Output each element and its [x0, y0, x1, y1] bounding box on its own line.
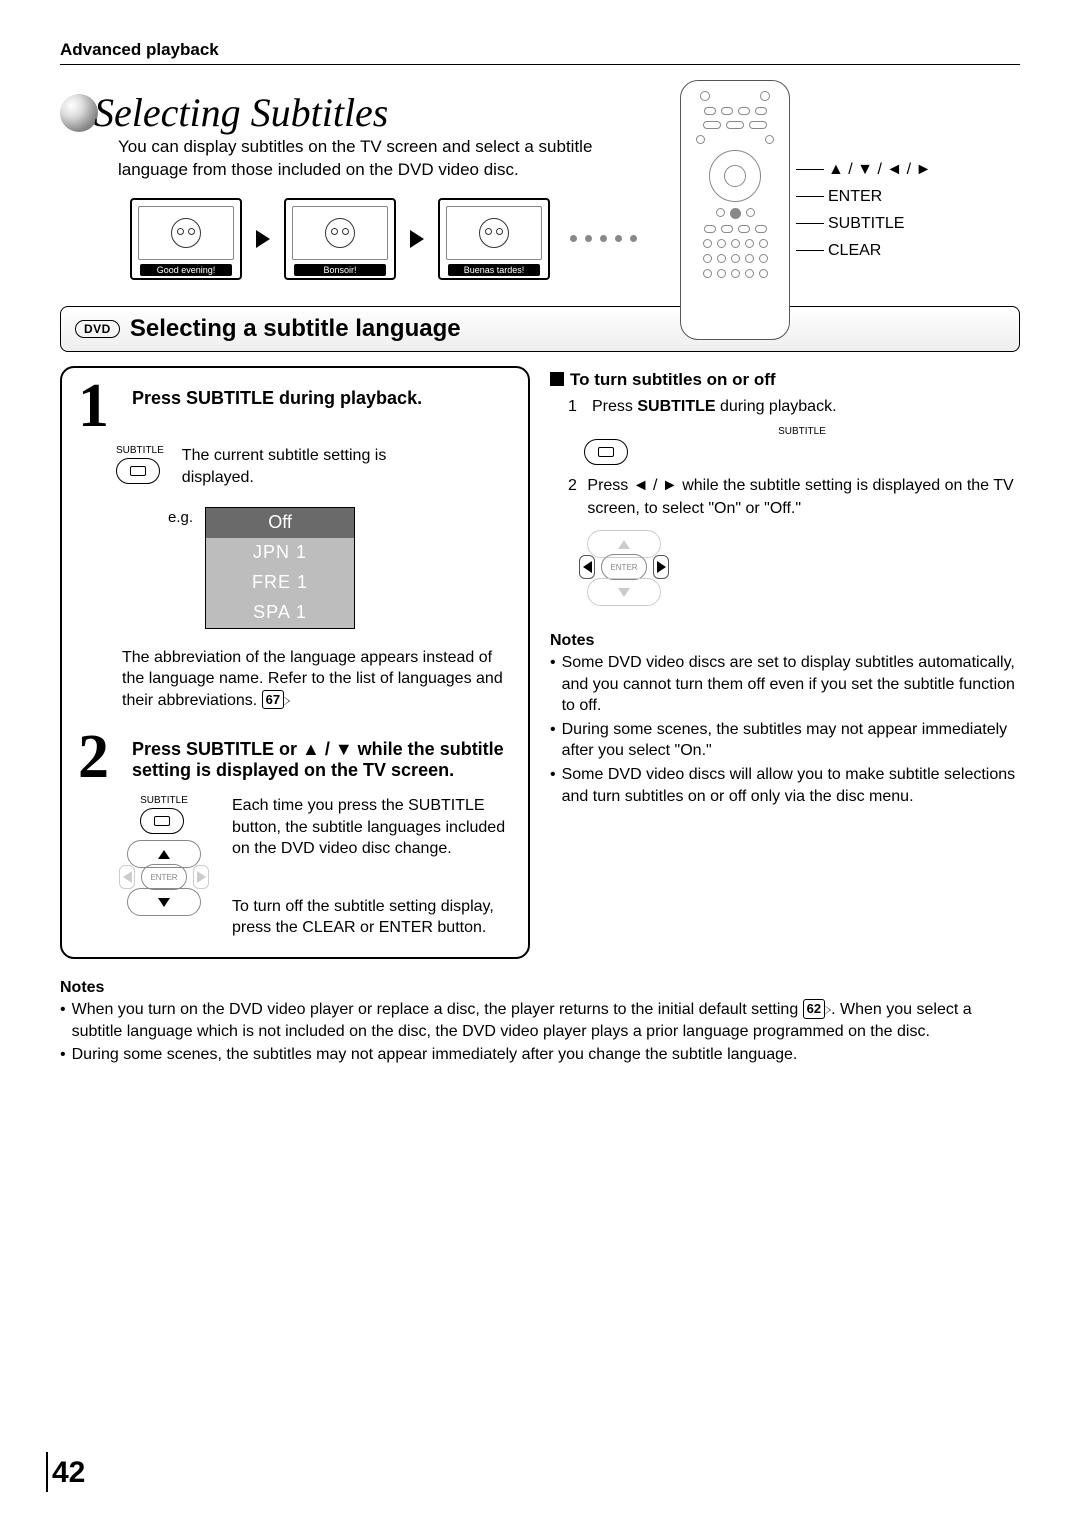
enter-button-label: ENTER — [601, 554, 647, 580]
button-label: SUBTITLE — [116, 445, 164, 456]
list-item: 2Press ◄ / ► while the subtitle setting … — [568, 475, 1020, 520]
page-title: Selecting Subtitles — [94, 89, 388, 136]
button-label: SUBTITLE — [140, 795, 188, 806]
notes-heading: Notes — [550, 632, 1020, 650]
clear-label: CLEAR — [828, 242, 881, 259]
osd-example: Off JPN 1 FRE 1 SPA 1 — [205, 507, 355, 629]
subtitle-label: SUBTITLE — [828, 215, 904, 232]
note-item: Some DVD video discs are set to display … — [562, 652, 1020, 717]
page-number: 42 — [52, 1456, 85, 1490]
tv-caption: Bonsoir! — [294, 264, 386, 276]
tv-icon: Good evening! — [130, 198, 242, 280]
subtitle-button-icon: SUBTITLE — [140, 795, 188, 834]
note-item: When you turn on the DVD video player or… — [72, 999, 1020, 1042]
step-description: Each time you press the SUBTITLE button,… — [232, 795, 512, 860]
sphere-icon — [60, 94, 98, 132]
bottom-notes: Notes • When you turn on the DVD video p… — [60, 979, 1020, 1066]
tv-caption: Buenas tardes! — [448, 264, 540, 276]
osd-lang: FRE 1 — [206, 568, 354, 598]
osd-lang: SPA 1 — [206, 598, 354, 628]
section-title: Selecting a subtitle language — [130, 315, 461, 343]
notes-list: •Some DVD video discs are set to display… — [550, 652, 1020, 807]
osd-off: Off — [206, 508, 354, 538]
note-item: During some scenes, the subtitles may no… — [72, 1044, 798, 1066]
tv-caption: Good evening! — [140, 264, 232, 276]
enter-label: ENTER — [828, 188, 882, 205]
eg-label: e.g. — [168, 509, 193, 526]
dpad-icon: ENTER — [576, 530, 672, 606]
step-title: Press SUBTITLE during playback. — [132, 388, 512, 409]
tv-icon: Bonsoir! — [284, 198, 396, 280]
list-item: 1 Press SUBTITLE during playback. — [568, 396, 1020, 418]
step-description: To turn off the subtitle setting display… — [232, 896, 512, 939]
notes-heading: Notes — [60, 979, 1020, 997]
dvd-badge: DVD — [75, 320, 120, 338]
remote-illustration: ▲ / ▼ / ◄ / ► ENTER SUBTITLE CLEAR — [680, 80, 1020, 340]
section-header: Advanced playback — [60, 40, 1020, 65]
ellipsis-dots — [570, 235, 637, 242]
page-reference: 67 — [262, 690, 284, 710]
pageref-arrow-icon — [283, 696, 290, 706]
remote-labels: ▲ / ▼ / ◄ / ► ENTER SUBTITLE CLEAR — [796, 156, 931, 265]
arrows-label: ▲ / ▼ / ◄ / ► — [828, 161, 931, 178]
step-number: 2 — [78, 733, 122, 783]
arrow-right-icon — [410, 230, 424, 248]
enter-button-label: ENTER — [141, 864, 187, 890]
pageref-arrow-icon — [824, 1005, 831, 1015]
subheading: To turn subtitles on or off — [550, 370, 1020, 390]
step-paragraph: The abbreviation of the language appears… — [122, 647, 512, 712]
right-column: To turn subtitles on or off 1 Press SUBT… — [550, 366, 1020, 809]
note-item: Some DVD video discs will allow you to m… — [562, 764, 1020, 807]
button-label: SUBTITLE — [584, 426, 1020, 437]
arrow-right-icon — [256, 230, 270, 248]
header-text: Advanced playback — [60, 40, 219, 59]
step-1: 1 Press SUBTITLE during playback. — [78, 382, 512, 432]
remote-icon — [680, 80, 790, 340]
dpad-icon: ENTER — [116, 840, 212, 916]
tv-icon: Buenas tardes! — [438, 198, 550, 280]
note-item: During some scenes, the subtitles may no… — [562, 719, 1020, 762]
osd-lang: JPN 1 — [206, 538, 354, 568]
step-title: Press SUBTITLE or ▲ / ▼ while the subtit… — [132, 739, 512, 781]
step-description: The current subtitle setting is displaye… — [182, 445, 442, 488]
page-reference: 62 — [803, 999, 825, 1019]
subtitle-button-icon: SUBTITLE — [584, 426, 1020, 465]
subtitle-button-icon: SUBTITLE — [116, 445, 164, 484]
page-number-bar — [46, 1452, 48, 1492]
step-number: 1 — [78, 382, 122, 432]
square-bullet-icon — [550, 372, 564, 386]
step-2: 2 Press SUBTITLE or ▲ / ▼ while the subt… — [78, 733, 512, 783]
intro-text: You can display subtitles on the TV scre… — [118, 136, 658, 182]
steps-panel: 1 Press SUBTITLE during playback. SUBTIT… — [60, 366, 530, 959]
